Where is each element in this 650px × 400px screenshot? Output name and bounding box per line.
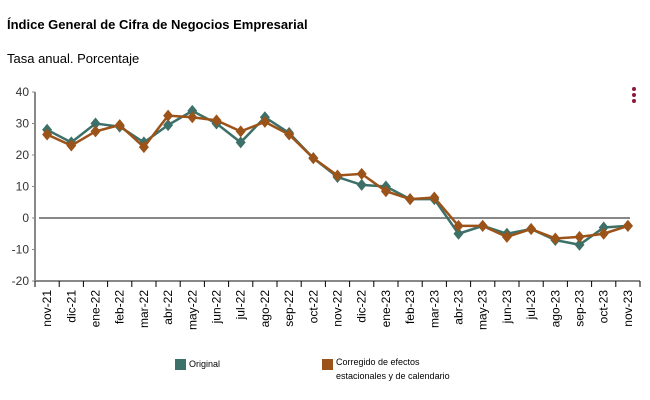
page-subtitle: Tasa anual. Porcentaje bbox=[7, 51, 140, 66]
x-tick-label: oct-23 bbox=[597, 290, 611, 324]
y-tick-label: 20 bbox=[16, 148, 30, 162]
y-tick-label: 40 bbox=[16, 85, 30, 99]
x-tick-label: dic-22 bbox=[355, 290, 369, 323]
data-point bbox=[187, 111, 198, 124]
x-tick-label: ago-22 bbox=[258, 290, 272, 328]
legend-label-line: estacionales y de calendario bbox=[336, 371, 450, 381]
x-tick-label: nov-23 bbox=[621, 290, 635, 327]
x-tick-label: sep-22 bbox=[282, 290, 296, 327]
y-tick-label: 0 bbox=[22, 211, 29, 225]
x-tick-label: ene-23 bbox=[379, 290, 393, 328]
x-tick-label: dic-21 bbox=[64, 290, 78, 323]
data-point bbox=[235, 136, 246, 149]
data-point bbox=[550, 232, 561, 245]
x-tick-label: ene-22 bbox=[89, 290, 103, 328]
data-point bbox=[453, 227, 464, 240]
data-point bbox=[501, 230, 512, 243]
y-tick-label: 30 bbox=[16, 117, 30, 131]
data-point bbox=[308, 152, 319, 165]
data-point bbox=[90, 125, 101, 138]
legend-label: Original bbox=[189, 359, 221, 369]
data-point bbox=[598, 221, 609, 234]
x-tick-label: nov-22 bbox=[331, 290, 345, 327]
x-tick-label: mar-22 bbox=[137, 290, 151, 328]
legend-item-corregido[interactable]: Corregido de efectos estacionales y de c… bbox=[322, 355, 450, 383]
y-tick-label: 10 bbox=[16, 180, 30, 194]
x-tick-label: abr-23 bbox=[452, 290, 466, 325]
x-tick-label: sep-23 bbox=[573, 290, 587, 327]
x-tick-label: ago-23 bbox=[548, 290, 562, 328]
x-tick-label: feb-23 bbox=[403, 290, 417, 324]
x-tick-label: jun-22 bbox=[210, 290, 224, 325]
data-point bbox=[211, 114, 222, 127]
legend-swatch bbox=[322, 359, 333, 370]
data-point bbox=[622, 219, 633, 232]
x-tick-label: jul-22 bbox=[234, 290, 248, 321]
data-point bbox=[163, 119, 174, 132]
data-point bbox=[284, 128, 295, 141]
data-point bbox=[90, 117, 101, 130]
data-point bbox=[453, 219, 464, 232]
x-tick-label: feb-22 bbox=[113, 290, 127, 324]
x-tick-label: oct-22 bbox=[306, 290, 320, 324]
data-point bbox=[42, 128, 53, 141]
data-point bbox=[598, 227, 609, 240]
legend-item-original[interactable]: Original bbox=[175, 359, 220, 370]
data-point bbox=[332, 169, 343, 182]
x-tick-label: mar-23 bbox=[427, 290, 441, 328]
data-point bbox=[356, 167, 367, 180]
data-point bbox=[187, 104, 198, 117]
data-point bbox=[163, 109, 174, 122]
data-point bbox=[66, 139, 77, 152]
data-point bbox=[405, 193, 416, 206]
y-tick-label: -20 bbox=[12, 274, 30, 288]
data-point bbox=[356, 178, 367, 191]
data-point bbox=[114, 119, 125, 132]
data-point bbox=[380, 185, 391, 198]
x-tick-label: may-23 bbox=[476, 290, 490, 330]
x-tick-label: abr-22 bbox=[161, 290, 175, 325]
legend-swatch bbox=[175, 359, 186, 370]
x-tick-label: may-22 bbox=[185, 290, 199, 330]
x-tick-label: jul-23 bbox=[524, 290, 538, 321]
data-point bbox=[574, 230, 585, 243]
data-point bbox=[429, 191, 440, 204]
x-tick-label: jun-23 bbox=[500, 290, 514, 325]
data-point bbox=[574, 238, 585, 251]
data-point bbox=[138, 141, 149, 154]
page-title: Índice General de Cifra de Negocios Empr… bbox=[7, 17, 308, 32]
data-point bbox=[259, 115, 270, 128]
data-point bbox=[235, 125, 246, 138]
x-tick-label: nov-21 bbox=[40, 290, 54, 327]
legend-label-line: Corregido de efectos bbox=[336, 357, 420, 367]
data-point bbox=[526, 223, 537, 236]
data-point bbox=[477, 219, 488, 232]
kebab-menu-icon[interactable] bbox=[632, 87, 638, 105]
y-tick-label: -10 bbox=[12, 243, 30, 257]
